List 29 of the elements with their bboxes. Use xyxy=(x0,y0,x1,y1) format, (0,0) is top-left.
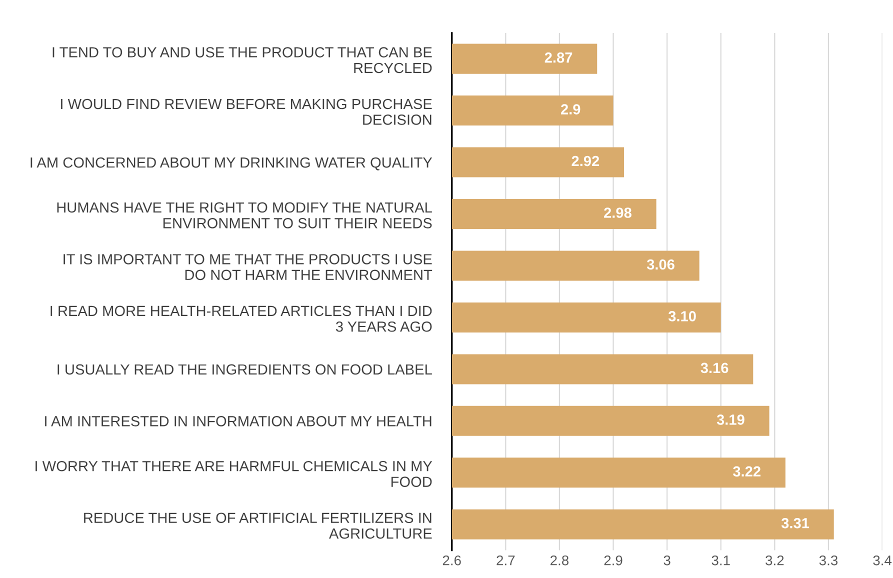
data-label: 2.9 xyxy=(560,104,580,114)
y-tick-label: I AM CONCERNED ABOUT MY DRINKING WATER QUALITY xyxy=(30,157,432,170)
x-tick-label: 3 xyxy=(664,555,670,566)
data-label: 2.92 xyxy=(572,156,600,166)
x-tick-label: 2.6 xyxy=(442,555,461,566)
data-label: 3.22 xyxy=(732,466,760,477)
x-tick-label: 2.7 xyxy=(496,555,515,566)
x-tick-label: 3.4 xyxy=(873,555,892,566)
data-label: 2.98 xyxy=(604,208,632,218)
x-tick-label: 3.2 xyxy=(766,555,784,566)
y-tick-label: REDUCE THE USE OF ARTIFICIAL FERTILIZERS IN AGRICULTURE xyxy=(84,512,432,539)
data-label: 3.31 xyxy=(781,518,810,528)
y-tick-label: HUMANS HAVE THE RIGHT TO MODIFY THE NATURAL ENVIRONMENT TO SUIT THEIR NEEDS xyxy=(57,202,432,228)
x-tick-label: 3.3 xyxy=(819,555,838,566)
x-tick-label: 3.1 xyxy=(712,555,730,566)
data-label: 3.19 xyxy=(716,414,744,425)
x-tick-label: 2.8 xyxy=(550,555,569,566)
y-tick-label: I READ MORE HEALTH-RELATED ARTICLES THAN I DID 3 YEARS AGO xyxy=(50,306,432,332)
y-tick-label: I AM INTERESTED IN INFORMATION ABOUT MY HEALTH xyxy=(45,416,432,426)
y-tick-label: I USUALLY READ THE INGREDIENTS ON FOOD LABEL xyxy=(58,364,432,375)
y-tick-label: I WOULD FIND REVIEW BEFORE MAKING PURCHASE DECISION xyxy=(61,98,432,125)
data-label: 3.10 xyxy=(668,311,696,322)
y-tick-label: I WORRY THAT THERE ARE HARMFUL CHEMICALS IN MY FOOD xyxy=(36,460,432,487)
y-tick-label: I TEND TO BUY AND USE THE PRODUCT THAT CAN BE RECYCLED xyxy=(52,47,432,74)
x-tick-label: 2.9 xyxy=(604,555,622,566)
data-label: 3.16 xyxy=(700,362,728,374)
data-label: 3.06 xyxy=(646,259,674,270)
data-label: 2.87 xyxy=(544,52,572,63)
y-tick-label: IT IS IMPORTANT TO ME THAT THE PRODUCTS I USE DO NOT HARM THE ENVIRONMENT xyxy=(64,254,432,280)
